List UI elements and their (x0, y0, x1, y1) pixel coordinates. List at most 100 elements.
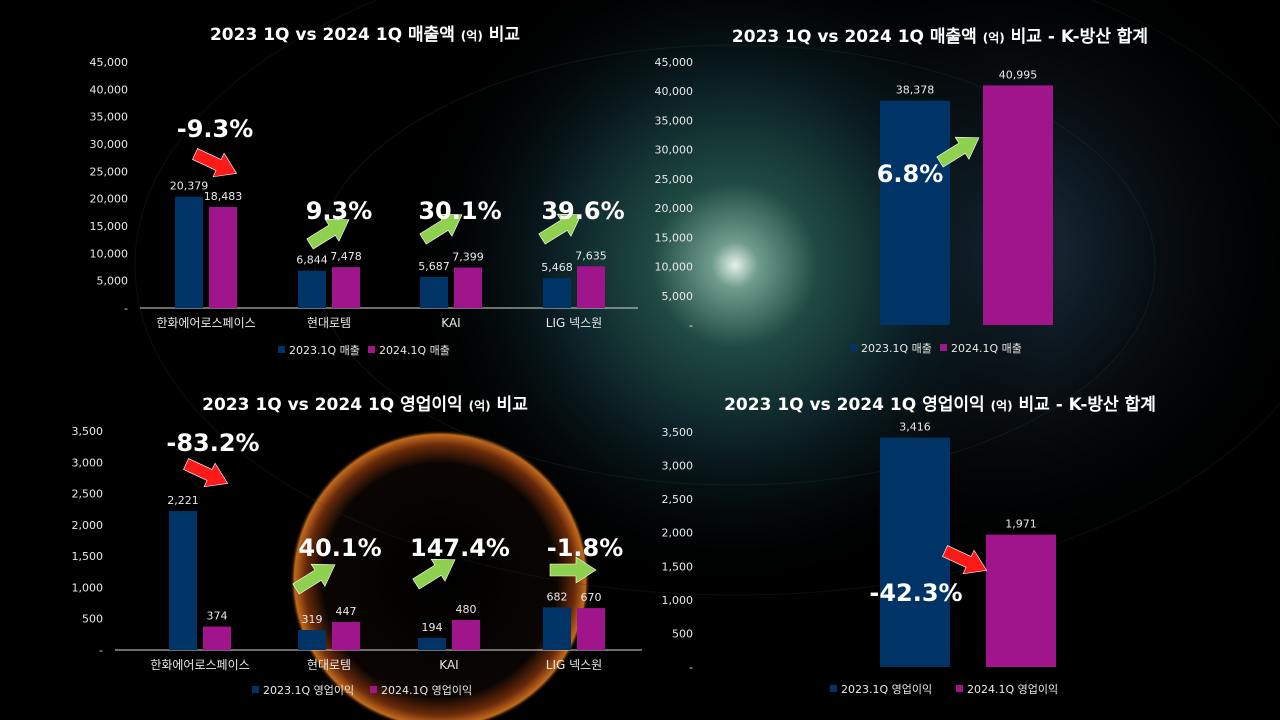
profit-total-chart-title: 2023 1Q vs 2024 1Q 영업이익 (억) 비교 - K-방산 합계 (680, 390, 1200, 415)
change-percent-label: 40.1% (298, 534, 381, 562)
legend-swatch (956, 685, 963, 692)
profit-total-bar-chart: - 500 1,000 1,500 2,000 2,500 3,000 3,500 3,416 1… (662, 421, 1059, 696)
data-label: 7,478 (330, 250, 362, 263)
bar-2023-2 (420, 276, 448, 308)
category-label: 현대로템 (307, 658, 351, 672)
data-label: 447 (336, 605, 357, 618)
y-tick-label: 30,000 (90, 138, 129, 151)
change-percent-label: 147.4% (410, 534, 510, 562)
data-label: 194 (422, 621, 443, 634)
title-tail: 비교 (490, 395, 528, 415)
y-tick-label: 1,500 (662, 560, 694, 573)
category-label: KAI (439, 658, 458, 672)
bar-2024-0 (983, 85, 1053, 325)
arrow-down-icon (192, 148, 238, 178)
y-tick-label: 2,500 (662, 493, 694, 506)
legend-swatch (368, 346, 375, 353)
y-tick-label: 2,000 (72, 519, 104, 532)
data-label: 480 (456, 603, 477, 616)
arrow-up-icon (292, 563, 336, 595)
data-label: 5,687 (418, 260, 450, 273)
y-tick-label: 35,000 (655, 114, 694, 127)
y-tick-label: 2,500 (72, 488, 104, 501)
change-percent-label: -42.3% (869, 579, 962, 607)
revenue-total-chart-panel: 2023 1Q vs 2024 1Q 매출액 (억) 비교 - K-방산 합계 … (655, 14, 1200, 364)
profit-total-chart-panel: 2023 1Q vs 2024 1Q 영업이익 (억) 비교 - K-방산 합계… (662, 384, 1200, 714)
arrow-up-icon (538, 213, 582, 245)
legend-label: 2024.1Q 영업이익 (381, 684, 472, 697)
change-percent-label: 9.3% (306, 197, 373, 225)
y-tick-label: 500 (672, 627, 693, 640)
title-tail: 비교 - K-방산 합계 (1004, 27, 1149, 47)
data-label: 670 (581, 591, 602, 604)
bar-2024-0 (209, 206, 237, 308)
bar-2023-0 (175, 196, 203, 308)
y-tick-label: 1,500 (72, 550, 104, 563)
data-label: 1,971 (1005, 518, 1037, 531)
title-unit: (억) (990, 399, 1013, 413)
title-tail: 비교 (482, 25, 521, 45)
arrow-down-icon (183, 458, 229, 488)
title-main: 2023 1Q vs 2024 1Q 매출액 (209, 25, 461, 45)
y-tick-label: 3,500 (662, 426, 694, 439)
y-tick-label: 5,000 (97, 275, 129, 288)
bar-2023-1 (298, 630, 326, 650)
bar-2023-2 (418, 637, 446, 650)
arrow-right-icon (549, 556, 597, 584)
title-tail: 비교 - K-방산 합계 (1012, 395, 1156, 415)
change-percent-label: 39.6% (541, 197, 624, 225)
change-percent-label: -83.2% (166, 429, 259, 457)
change-percent-label: 30.1% (418, 197, 501, 225)
title-unit: (억) (468, 399, 491, 413)
category-label: KAI (441, 316, 460, 330)
bar-2023-0 (880, 437, 950, 667)
y-tick-label: 25,000 (90, 165, 129, 178)
y-tick-label: 45,000 (655, 56, 694, 69)
y-tick-label: 10,000 (655, 261, 694, 274)
title-unit: (억) (460, 29, 483, 43)
y-tick-label: 3,000 (72, 456, 104, 469)
y-tick-label: - (689, 319, 693, 332)
revenue-chart-panel: 2023 1Q vs 2024 1Q 매출액 (억) 비교 - 5,000 10,0… (90, 14, 640, 364)
data-label: 6,844 (296, 254, 328, 267)
revenue-total-chart-title: 2023 1Q vs 2024 1Q 매출액 (억) 비교 - K-방산 합계 (680, 22, 1200, 47)
y-tick-label: - (124, 302, 128, 315)
y-tick-label: 40,000 (655, 85, 694, 98)
title-unit: (억) (982, 31, 1005, 45)
y-tick-label: 20,000 (90, 193, 129, 206)
profit-chart-title: 2023 1Q vs 2024 1Q 영업이익 (억) 비교 (90, 390, 640, 415)
arrow-down-icon (942, 545, 988, 575)
category-label: LIG 넥스원 (546, 658, 602, 672)
y-tick-label: 3,000 (662, 460, 694, 473)
bar-2023-3 (543, 607, 571, 650)
bar-2024-3 (577, 608, 605, 650)
bar-2024-3 (577, 266, 605, 308)
category-label: LIG 넥스원 (546, 316, 602, 330)
data-label: 38,378 (896, 84, 935, 97)
data-label: 20,379 (170, 180, 209, 193)
y-tick-label: 40,000 (90, 83, 129, 96)
y-tick-label: - (689, 661, 693, 674)
category-label: 한화에어로스페이스 (150, 658, 249, 672)
data-label: 7,399 (452, 251, 484, 264)
data-label: 7,635 (575, 249, 607, 262)
bar-2024-1 (332, 267, 360, 308)
bar-2023-0 (169, 511, 197, 650)
legend-swatch (850, 344, 857, 351)
legend-swatch (278, 346, 285, 353)
y-tick-label: 3,500 (72, 425, 104, 438)
data-label: 2,221 (167, 494, 199, 507)
y-tick-label: 45,000 (90, 56, 129, 69)
category-label: 한화에어로스페이스 (156, 316, 255, 330)
y-tick-label: 10,000 (90, 247, 129, 260)
title-main: 2023 1Q vs 2024 1Q 영업이익 (724, 395, 991, 415)
legend-swatch (940, 344, 947, 351)
y-tick-label: 15,000 (90, 220, 129, 233)
revenue-bar-chart: - 5,000 10,000 15,000 20,000 25,000 30,000 35,0… (90, 56, 638, 357)
change-percent-label: -1.8% (547, 534, 624, 562)
legend-swatch (252, 686, 259, 693)
y-tick-label: - (99, 644, 103, 657)
data-label: 374 (207, 610, 228, 623)
legend-label: 2024.1Q 매출 (951, 342, 1022, 355)
